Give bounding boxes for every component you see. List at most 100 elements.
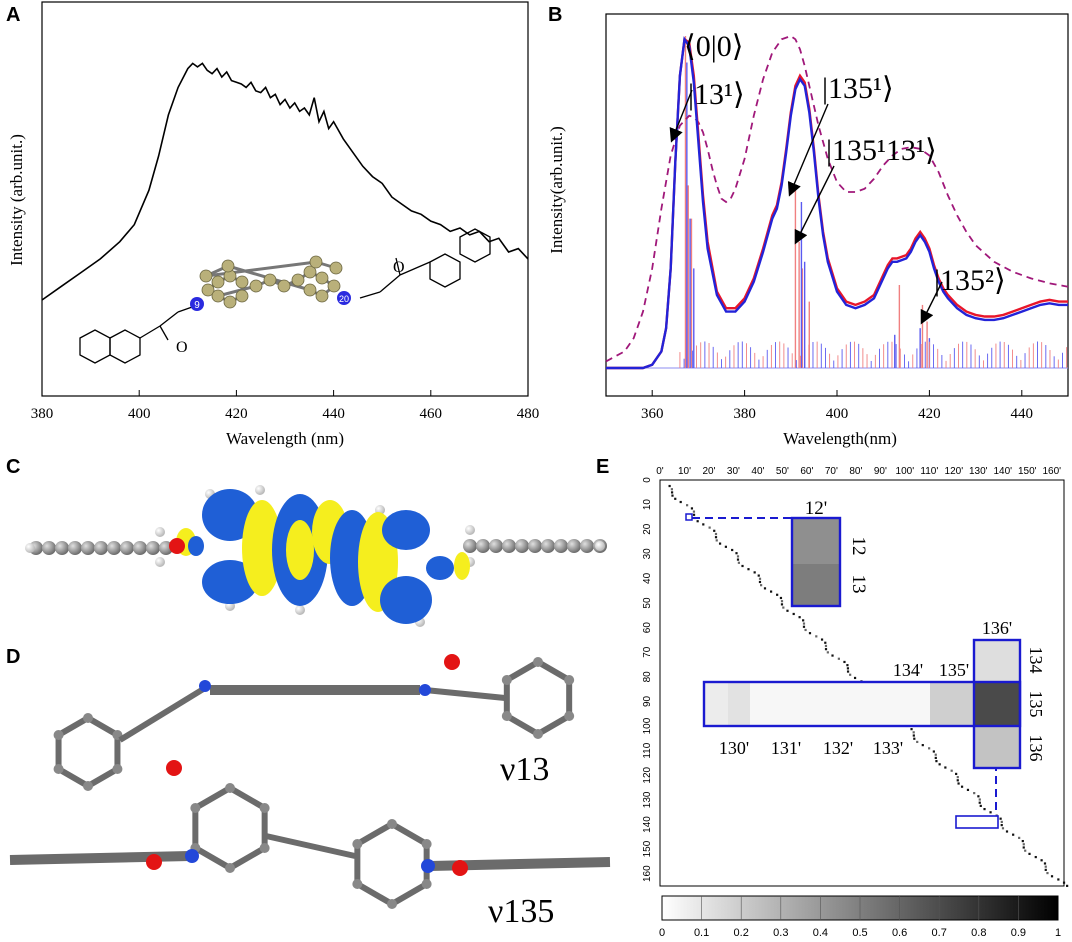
panel-a-atom-9: 9 <box>194 300 200 311</box>
panel-d-n-bottom-right <box>421 859 435 873</box>
panel-d-bond <box>193 845 232 871</box>
panel-e-diagonal-cell <box>944 766 947 769</box>
panel-d-vibration-modes: ν13 ν135 <box>9 654 611 930</box>
panel-b-xtick-label: 420 <box>918 406 941 422</box>
panel-d-oxygen-right <box>452 860 468 876</box>
panel-c-atom <box>541 539 555 553</box>
panel-a-xtick-label: 440 <box>322 406 345 422</box>
panel-e-ytick-label: 50 <box>642 597 653 609</box>
panel-e-ytick-label: 60 <box>642 622 653 634</box>
panel-c-atom <box>133 541 147 555</box>
panel-d-bond <box>390 821 429 847</box>
panel-e-diagonal-cell <box>1040 859 1043 862</box>
panel-d-atom <box>190 803 201 813</box>
panel-e-diagonal-cell <box>753 571 756 574</box>
panel-d-atom <box>225 783 235 793</box>
panel-e-inset2-row-135: 135 <box>1026 691 1046 718</box>
panel-e-diagonal-cell <box>1012 833 1015 836</box>
panel-e-colorbar-label: 0.5 <box>852 927 867 939</box>
panel-a-xtick-label: 380 <box>31 406 54 422</box>
panel-e-colorbar-label: 0.2 <box>734 927 749 939</box>
panel-e-colorbar-label: 0.8 <box>971 927 986 939</box>
panel-d-atom <box>112 764 123 774</box>
panel-e-diagonal-cell <box>966 788 970 792</box>
panel-c-atom <box>502 539 516 553</box>
panel-b-xtick-label: 400 <box>826 406 849 422</box>
panel-a-nitrogen-9 <box>190 297 204 311</box>
panel-e-diagonal-cell <box>846 670 850 673</box>
panel-c-atom <box>42 541 56 555</box>
panel-d-bond <box>228 785 267 811</box>
panel-d-atom <box>83 781 93 791</box>
panel-e-diagonal-cell <box>1021 839 1024 843</box>
panel-d-atom <box>259 803 270 813</box>
panel-b-blue-series <box>606 36 1068 370</box>
panel-e-diagonal-cell <box>808 632 812 635</box>
panel-e-diagonal-cell <box>1001 827 1005 830</box>
panel-d-oxygen-mid <box>166 760 182 776</box>
panel-e-diagonal-cell <box>956 779 959 782</box>
panel-e-xtick-label: 30' <box>727 466 740 477</box>
panel-e-xtick-label: 20' <box>702 466 715 477</box>
panel-e-diagonal-cell <box>957 782 960 785</box>
panel-d-atom <box>53 730 64 740</box>
panel-c-atom <box>81 541 95 555</box>
panel-e-ytick-label: 30 <box>642 548 653 560</box>
panel-e-diagonal-cell <box>702 523 705 526</box>
panel-e-diagonal-cell <box>670 488 673 491</box>
panel-a-atom <box>315 289 329 303</box>
panel-c-atom <box>528 539 542 553</box>
panel-e-inset1-row-12: 12 <box>848 537 869 556</box>
panel-e-diagonal-cell <box>1043 862 1047 865</box>
panel-a-molecule <box>79 228 491 364</box>
panel-e-ytick-label: 150 <box>642 840 653 857</box>
panel-c-hydrogen <box>255 485 265 495</box>
panel-e-xtick-label: 40' <box>751 466 764 477</box>
panel-a-bond <box>217 284 257 298</box>
panel-d-atom <box>564 711 575 721</box>
panel-e-diagonal-cell <box>780 603 784 606</box>
panel-b-dashed-series <box>605 34 1069 363</box>
panel-c-atom <box>580 539 594 553</box>
panel-e-diagonal-cell <box>916 740 919 744</box>
panel-c-atom <box>94 541 108 555</box>
panel-a-xtick-label: 480 <box>517 406 540 422</box>
panel-e-diagonal-cell <box>912 731 915 734</box>
panel-c-atom <box>554 539 568 553</box>
panel-e-xtick-label: 150' <box>1018 466 1037 477</box>
panel-d-oxygen-left <box>146 854 162 870</box>
panel-a-atom <box>309 255 323 269</box>
panel-c-atom <box>146 541 160 555</box>
panel-d-atom <box>225 863 235 873</box>
panel-e-ytick-label: 140 <box>642 816 653 833</box>
panel-d-label-v135: ν135 <box>488 893 554 930</box>
panel-d-bond <box>536 659 571 683</box>
panel-e-diagonal-cell <box>820 638 824 641</box>
panel-e-diagonal-cell <box>956 776 959 779</box>
panel-e-inset2-row-136: 136 <box>1026 735 1046 762</box>
panel-c-atom <box>476 539 490 553</box>
panel-e-diagonal-cell <box>757 574 760 577</box>
panel-letter-a: A <box>6 4 21 26</box>
panel-a-atom <box>327 279 341 293</box>
panel-e-diagonal-cell <box>668 484 671 488</box>
panel-a-xtick-label: 460 <box>420 406 443 422</box>
panel-d-n-top-left <box>199 680 211 692</box>
panel-d-bond <box>505 659 540 683</box>
panel-e-diagonal-cell <box>824 641 827 644</box>
panel-d-label-v13: ν13 <box>500 751 549 788</box>
panel-a-xlabel: Wavelength (nm) <box>226 429 344 448</box>
panel-e-ytick-label: 0 <box>642 477 653 483</box>
panel-c-atom <box>107 541 121 555</box>
panel-e-ytick-label: 10 <box>642 499 653 511</box>
panel-letter-b: B <box>548 4 563 26</box>
panel-e-diagonal-cell <box>849 673 852 676</box>
panel-d-atom <box>352 839 363 849</box>
panel-d-atom <box>53 764 64 774</box>
panel-e-diagonal-cell <box>759 584 763 587</box>
panel-b-ylabel: Intensity(arb.unit.) <box>547 126 566 253</box>
panel-e-diagonal-cell <box>837 657 840 660</box>
panel-e-ytick-label: 160 <box>642 865 653 882</box>
panel-e-diagonal-cell <box>782 606 785 609</box>
panel-e-inset1-cell-13 <box>792 564 840 606</box>
